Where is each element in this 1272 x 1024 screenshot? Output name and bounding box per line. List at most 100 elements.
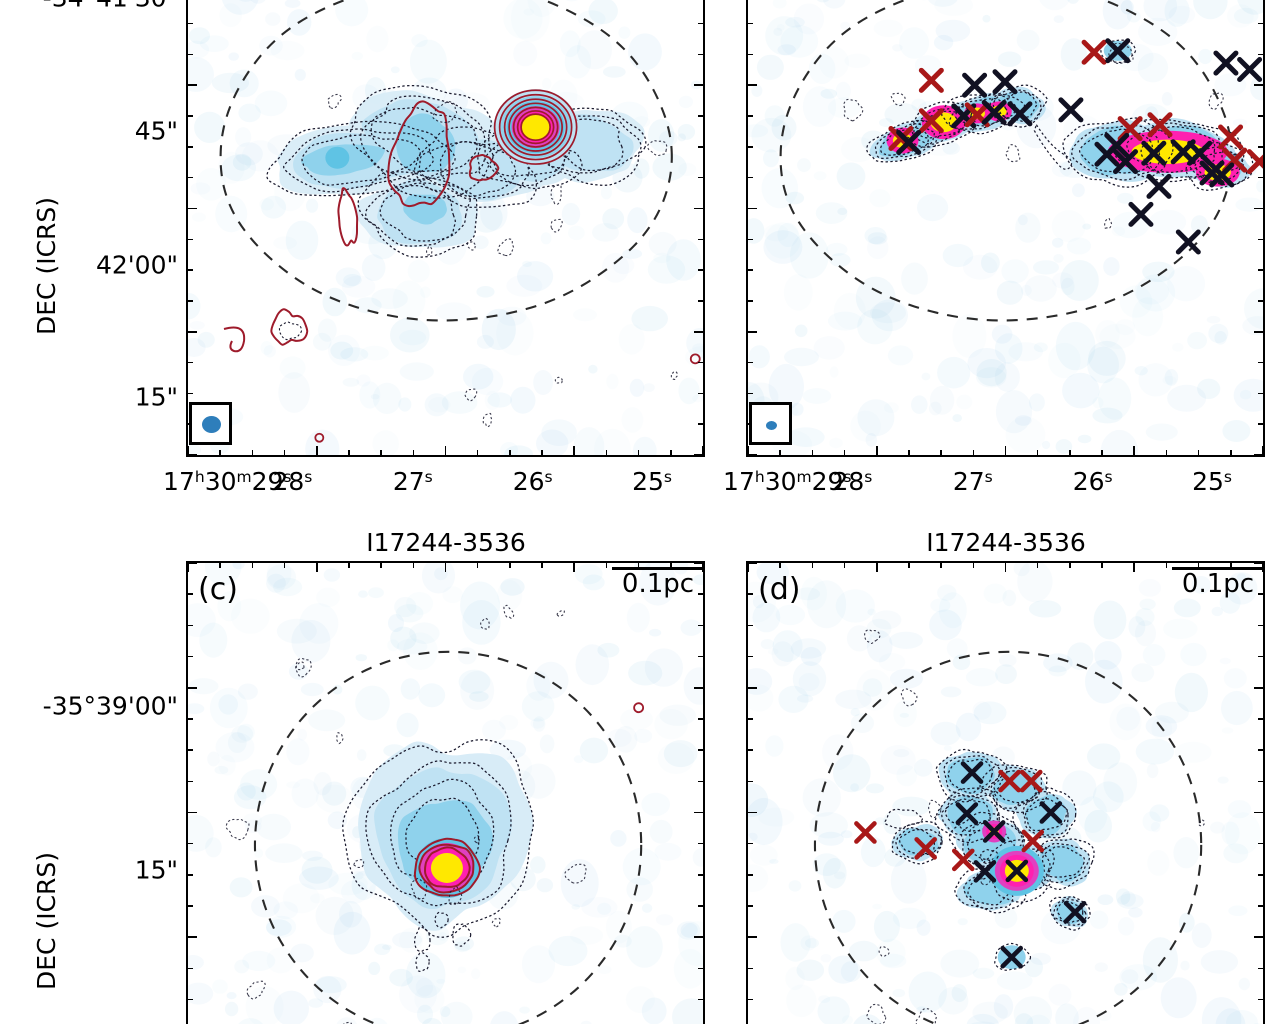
x-tick-bottom: [1101, 450, 1103, 455]
y-tick-right: [1258, 269, 1263, 271]
x-tick-top: [476, 563, 479, 568]
beam-box-a: [189, 402, 232, 445]
core-marker-black: [1128, 201, 1154, 227]
core-marker-black: [1209, 162, 1235, 188]
core-marker-black: [982, 820, 1006, 843]
core-marker-red: [1147, 112, 1173, 138]
y-tick-left: [188, 392, 193, 395]
y-tick-left: [188, 780, 193, 783]
y-tick-right: [1258, 423, 1263, 425]
core-marker-black: [1175, 229, 1201, 255]
x-tick-bottom: [188, 446, 189, 455]
y-tick-right: [698, 392, 703, 395]
beam-ellipse-a: [202, 416, 221, 433]
x-tick-bottom: [670, 450, 672, 455]
x-tick-top: [348, 563, 350, 568]
x-tick-label-a-0: 17h30m29s: [163, 467, 292, 496]
y-tick-left: [188, 330, 197, 333]
y-tick-right: [698, 115, 703, 117]
y-tick-left: [748, 842, 753, 845]
y-tick-right: [698, 53, 703, 56]
emission-level-2: [293, 99, 634, 244]
y-tick-label-top-2: 42'00": [96, 250, 178, 280]
x-tick-bottom: [283, 450, 286, 455]
y-tick-left: [188, 238, 193, 241]
x-tick-bottom: [811, 450, 814, 455]
y-tick-left: [748, 361, 753, 364]
x-tick-bottom: [380, 450, 382, 455]
x-tick-top: [972, 563, 975, 568]
x-tick-label-b-1: 28s: [832, 467, 873, 496]
core-marker-black: [1146, 173, 1172, 199]
aperture-outline: [219, 0, 673, 322]
panel-c[interactable]: [186, 561, 705, 1024]
y-tick-left: [748, 780, 753, 783]
beam-ellipse-b: [766, 421, 777, 430]
y-tick-left: [748, 330, 757, 333]
x-tick-bottom: [1197, 450, 1200, 455]
red-contours: [223, 100, 701, 443]
y-tick-right: [698, 269, 703, 271]
x-tick-top: [188, 563, 189, 572]
black-contours: [266, 84, 647, 258]
y-tick-right: [1258, 392, 1263, 395]
y-tick-left: [748, 146, 753, 148]
core-marker-black: [1005, 859, 1029, 883]
panel-b-image: [748, 0, 1263, 455]
panel-title-c: I17244-3536: [366, 528, 526, 557]
x-tick-label-a-3: 26s: [512, 467, 553, 496]
y-tick-right: [1254, 936, 1263, 939]
y-tick-right: [1254, 563, 1263, 564]
y-tick-left: [188, 905, 193, 907]
panel-b[interactable]: [746, 0, 1265, 457]
core-marker-black: [1237, 56, 1263, 82]
core-marker-black: [955, 802, 979, 825]
y-tick-right: [1254, 454, 1263, 455]
y-tick-left: [748, 718, 753, 720]
y-tick-right: [1258, 593, 1263, 595]
aperture-outline: [253, 650, 643, 1024]
core-marker-red: [1218, 124, 1244, 150]
dec-axis-label-bottom: DEC (ICRS): [32, 851, 61, 990]
panel-d[interactable]: [746, 561, 1265, 1024]
x-tick-top: [1165, 563, 1168, 568]
y-tick-right: [1254, 330, 1263, 333]
core-marker-red: [998, 769, 1021, 793]
y-tick-right: [1258, 22, 1263, 25]
x-tick-top: [283, 563, 286, 568]
y-tick-left: [748, 655, 753, 658]
x-tick-bottom: [779, 450, 781, 455]
y-tick-left: [748, 936, 757, 939]
core-marker-black: [962, 72, 988, 98]
y-tick-right: [698, 300, 703, 302]
x-tick-bottom: [748, 446, 749, 455]
x-tick-top: [1133, 563, 1136, 572]
y-tick-left: [188, 300, 193, 302]
y-tick-left: [188, 207, 197, 210]
y-tick-left: [748, 563, 757, 564]
scalebar-c: 0.1pc: [612, 567, 704, 598]
stray-contour-islands: [225, 604, 587, 1024]
y-tick-left: [188, 22, 193, 25]
core-marker-black: [1112, 149, 1138, 175]
x-tick-bottom: [1036, 450, 1039, 455]
y-tick-label-bottom-0: -35°39'00": [42, 691, 178, 721]
y-tick-right: [698, 998, 703, 1001]
panel-a[interactable]: [186, 0, 705, 457]
core-markers: [854, 761, 1087, 969]
x-tick-bottom: [412, 450, 415, 455]
x-tick-bottom: [476, 450, 479, 455]
x-tick-top: [251, 563, 254, 568]
bright-core-c: [413, 837, 481, 898]
y-tick-left: [748, 238, 753, 241]
y-tick-left: [188, 655, 193, 658]
panel-label-c: (c): [198, 572, 238, 607]
core-marker-black: [981, 99, 1007, 125]
y-tick-left: [188, 361, 193, 364]
y-tick-right: [1258, 998, 1263, 1001]
y-tick-right: [1258, 238, 1263, 241]
scalebar-line-c: [612, 567, 704, 570]
trailing-contours: [413, 911, 472, 973]
y-tick-left: [188, 53, 193, 56]
y-tick-right: [1254, 84, 1263, 87]
